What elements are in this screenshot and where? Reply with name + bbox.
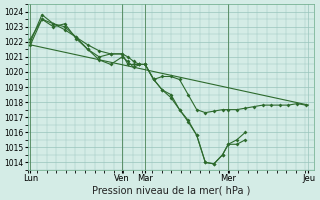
- X-axis label: Pression niveau de la mer( hPa ): Pression niveau de la mer( hPa ): [92, 186, 250, 196]
